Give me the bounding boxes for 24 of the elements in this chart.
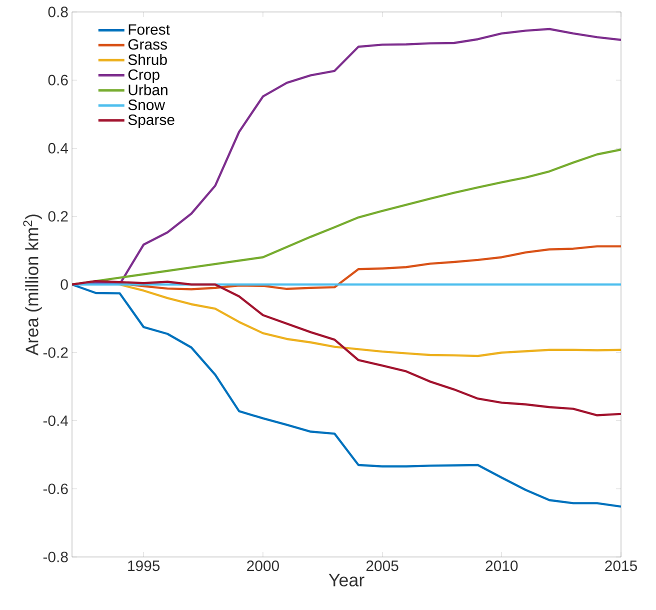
legend-label: Shrub [128, 54, 167, 65]
legend-label: Crop [128, 69, 160, 83]
legend-label: Grass [128, 39, 167, 50]
y-tick-label: 0.4 [48, 142, 68, 154]
legend-label: Urban [128, 84, 168, 96]
x-tick-label: 2000 [247, 560, 279, 572]
y-tick-label: -0.6 [43, 484, 68, 494]
y-tick-label: 0.8 [48, 6, 68, 18]
y-tick-label: 0 [60, 279, 68, 290]
y-tick-label: -0.2 [43, 347, 68, 358]
x-tick-label: 2005 [366, 560, 398, 572]
x-tick-label: 2010 [486, 560, 518, 572]
x-axis-title: Year [328, 574, 364, 586]
y-tick-label: 0.2 [48, 211, 68, 222]
line-series [72, 283, 622, 508]
x-tick-label: 1995 [128, 560, 160, 572]
y-tick-label: 0.6 [48, 74, 68, 86]
y-tick-label: -0.8 [43, 552, 68, 562]
legend-label: Snow [128, 100, 166, 110]
legend-label: Sparse [128, 114, 174, 128]
y-axis-title: Area (million km$^{2}$) [23, 214, 42, 356]
legend-label: Forest [128, 24, 170, 35]
x-tick-label: 2015 [605, 560, 637, 572]
y-tick-label: -0.4 [43, 415, 68, 426]
